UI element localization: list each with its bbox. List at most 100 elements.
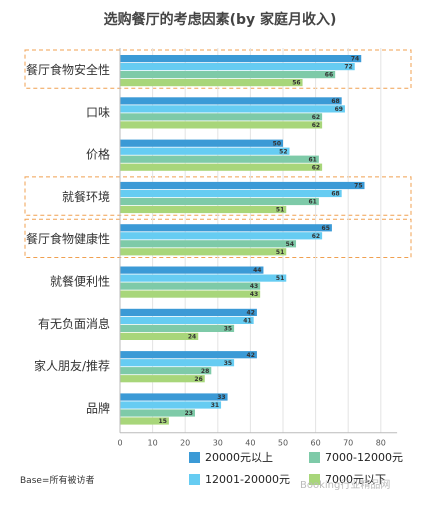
x-tick-label: 80	[376, 439, 386, 448]
bar	[120, 232, 323, 240]
bar	[120, 351, 257, 359]
x-tick-label: 50	[278, 439, 288, 448]
bar	[120, 71, 336, 79]
chart-title: 选购餐厅的考虑因素(by 家庭月收入)	[104, 11, 337, 28]
bar	[120, 266, 264, 274]
data-label: 72	[344, 64, 352, 71]
bar	[120, 163, 323, 171]
data-label: 68	[331, 191, 339, 198]
category-label: 口味	[86, 105, 110, 119]
data-label: 62	[312, 114, 320, 121]
category-label: 品牌	[86, 401, 110, 415]
category-label: 餐厅食物健康性	[26, 231, 110, 246]
category-label: 家人朋友/推荐	[34, 358, 110, 373]
legend-swatch	[309, 474, 320, 485]
bar	[120, 155, 319, 163]
data-label: 28	[201, 368, 209, 375]
data-label: 54	[286, 241, 294, 248]
bar	[120, 139, 283, 147]
data-label: 51	[276, 207, 284, 214]
data-label: 56	[292, 80, 300, 87]
bar	[120, 205, 287, 214]
data-label: 42	[247, 310, 255, 317]
data-label: 62	[312, 164, 320, 171]
data-label: 41	[243, 318, 251, 325]
data-label: 62	[312, 233, 320, 240]
data-label: 31	[211, 402, 219, 409]
x-tick-label: 30	[213, 439, 223, 448]
bar	[120, 417, 169, 425]
bar	[120, 367, 212, 375]
x-tick-label: 60	[311, 439, 321, 448]
data-label: 50	[273, 140, 281, 147]
legend-swatch	[189, 452, 200, 463]
bar	[120, 401, 222, 409]
data-label: 33	[217, 394, 225, 401]
bar	[120, 359, 235, 367]
bar	[120, 121, 323, 129]
data-label: 74	[351, 56, 359, 63]
bar	[120, 97, 342, 105]
legend-label: 7000-12000元	[325, 451, 403, 464]
legend: 20000元以上 12001-20000元 7000-12000元 7000元以下	[189, 451, 403, 486]
legend-label: 12001-20000元	[205, 473, 290, 486]
data-label: 61	[309, 156, 317, 163]
category-label: 就餐环境	[62, 189, 110, 204]
legend-swatch	[309, 452, 320, 463]
bar	[120, 316, 254, 324]
bar	[120, 324, 235, 332]
bar	[120, 375, 205, 383]
x-axis: 0 10 20 30 40 50 60 70 80	[117, 48, 398, 448]
data-label: 23	[185, 410, 193, 417]
data-label: 61	[309, 199, 317, 206]
data-label: 68	[331, 98, 339, 105]
bar	[120, 105, 345, 113]
bar	[120, 189, 342, 198]
bar	[120, 79, 303, 87]
data-label: 35	[224, 360, 232, 367]
bar	[120, 248, 287, 256]
x-tick-label: 0	[117, 439, 122, 448]
bar	[120, 113, 323, 121]
bar	[120, 147, 290, 155]
data-label: 42	[247, 352, 255, 359]
category-label: 价格	[86, 147, 110, 162]
data-label: 62	[312, 122, 320, 129]
bar	[120, 274, 287, 282]
legend-swatch	[189, 474, 200, 485]
bar	[120, 332, 199, 340]
bar	[120, 63, 355, 71]
bar	[120, 308, 257, 316]
category-label: 餐厅食物安全性	[26, 62, 110, 77]
data-label: 51	[276, 275, 284, 282]
bar	[120, 409, 195, 417]
category-label: 有无负面消息	[38, 316, 110, 331]
data-label: 44	[253, 267, 261, 274]
data-label: 65	[322, 225, 330, 232]
x-tick-label: 40	[245, 439, 255, 448]
watermark: Booking行业精品网	[300, 478, 390, 491]
data-label: 51	[276, 249, 284, 256]
bar	[120, 240, 297, 248]
data-label: 26	[194, 376, 202, 383]
x-tick-label: 70	[343, 439, 353, 448]
bar	[120, 393, 228, 401]
legend-label: 20000元以上	[205, 451, 273, 464]
data-label: 35	[224, 326, 232, 333]
data-label: 15	[159, 418, 167, 425]
data-label: 24	[188, 334, 196, 341]
x-tick-label: 10	[148, 439, 158, 448]
data-label: 52	[279, 148, 287, 155]
x-tick-label: 20	[180, 439, 190, 448]
bar	[120, 290, 261, 298]
category-label: 就餐便利性	[50, 274, 110, 289]
bar	[120, 181, 365, 190]
bar	[120, 224, 332, 232]
legend-label: 7000元以下	[325, 473, 386, 486]
data-label: 75	[354, 183, 362, 190]
bar	[120, 197, 319, 206]
bar	[120, 55, 362, 63]
data-label: 69	[335, 106, 343, 113]
category-labels: 餐厅食物安全性口味价格就餐环境餐厅食物健康性就餐便利性有无负面消息家人朋友/推荐…	[26, 62, 110, 415]
